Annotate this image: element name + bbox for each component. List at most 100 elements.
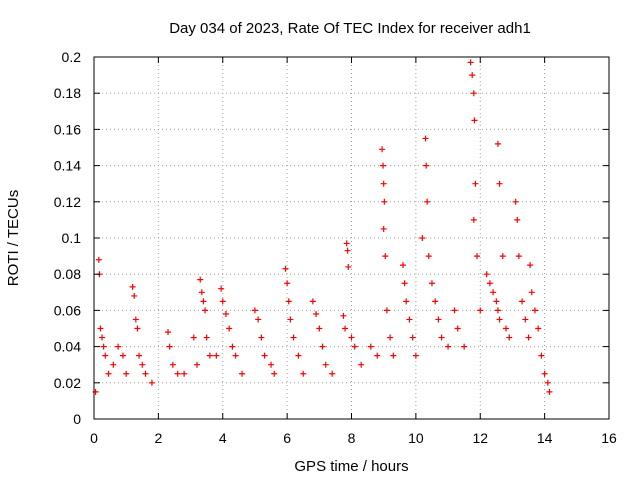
data-point [425,253,432,260]
data-point [403,298,410,305]
data-point [287,316,294,323]
data-points [92,59,553,395]
data-point [483,271,490,278]
data-point [423,162,430,169]
data-point [342,325,349,332]
data-point [100,343,107,350]
chart-title: Day 034 of 2023, Rate Of TEC Index for r… [169,20,531,37]
data-point [319,343,326,350]
data-point [255,316,262,323]
data-point [268,361,275,368]
data-point [345,263,352,270]
data-point [469,72,476,79]
data-point [251,307,258,314]
y-tick-label: 0 [73,411,81,427]
data-point [401,280,408,287]
data-point [102,352,109,359]
data-point [322,361,329,368]
y-tick-label: 0.14 [54,158,81,174]
data-point [134,325,141,332]
data-point [493,298,500,305]
y-tick-label: 0.12 [54,194,81,210]
data-point [129,283,136,290]
y-tick-label: 0.2 [62,49,82,65]
data-point [409,334,416,341]
data-point [470,90,477,97]
data-point [406,316,413,323]
data-point [494,140,501,147]
data-point [219,298,226,305]
data-point [300,370,307,377]
data-point [390,352,397,359]
data-point [351,343,358,350]
data-point [119,352,126,359]
data-point [499,253,506,260]
data-point [202,307,209,314]
data-point [358,361,365,368]
data-point [181,370,188,377]
data-point [477,307,484,314]
data-point [258,334,265,341]
data-point [218,285,225,292]
data-point [428,280,435,287]
y-tick-label: 0.08 [54,266,81,282]
data-point [285,298,292,305]
data-point [348,334,355,341]
data-point [174,370,181,377]
data-point [166,343,173,350]
data-point [271,370,278,377]
x-tick-label: 10 [408,430,424,446]
axis-ticks: 0 2 4 6 8 10 12 14 16 0 0.02 0.04 0.06 0.08 0.1 0.12 0.1… [54,49,617,446]
data-point [203,334,210,341]
data-point [525,334,532,341]
y-tick-label: 0.16 [54,121,81,137]
data-point [232,352,239,359]
x-tick-label: 12 [472,430,488,446]
y-axis-label: ROTI / TECUs [5,190,22,286]
data-point [522,316,529,323]
data-point [290,334,297,341]
data-point [316,325,323,332]
data-point [343,240,350,247]
data-point [165,329,172,336]
data-point [424,198,431,205]
data-point [506,334,513,341]
data-point [512,198,519,205]
data-point [496,316,503,323]
data-point [538,352,545,359]
data-point [194,361,200,368]
data-point [380,225,387,232]
data-point [383,307,390,314]
data-point [169,361,176,368]
data-point [282,265,289,272]
data-point [222,311,229,318]
x-tick-label: 8 [348,430,356,446]
data-point [438,334,445,341]
data-point [494,307,501,314]
data-point [239,370,246,377]
data-point [467,59,474,66]
data-point [374,352,381,359]
y-tick-label: 0.04 [54,339,81,355]
data-point [132,316,139,323]
data-point [382,253,389,260]
data-point [471,117,478,124]
data-point [528,289,535,296]
data-point [123,370,130,377]
data-point [379,146,386,153]
y-tick-label: 0.1 [62,230,82,246]
data-point [344,247,351,254]
x-tick-label: 0 [90,430,98,446]
data-point [284,280,291,287]
x-tick-label: 2 [154,430,162,446]
data-point [142,370,149,377]
data-point [490,289,497,296]
data-point [95,256,102,263]
data-point [190,334,197,341]
data-point [139,361,146,368]
data-point [535,325,542,332]
data-point [503,325,509,332]
data-point [197,276,204,283]
data-point [380,162,387,169]
data-point [474,253,481,260]
